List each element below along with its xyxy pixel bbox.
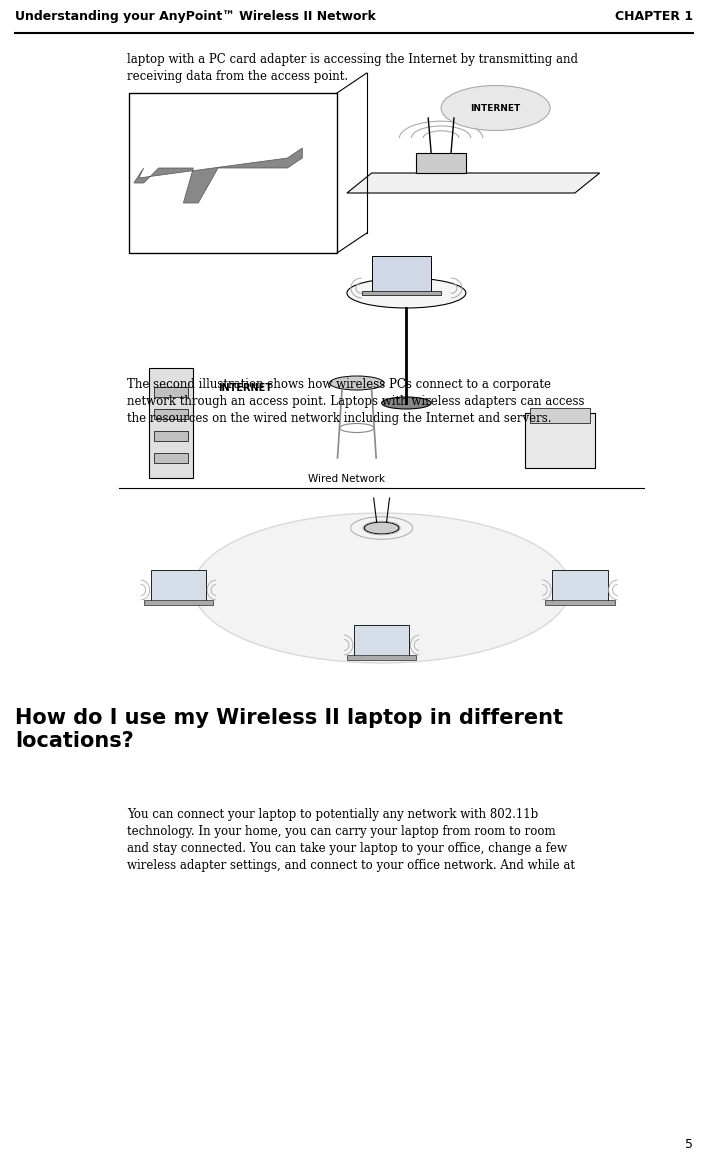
Bar [531, 408, 590, 423]
Text: INTERNET: INTERNET [471, 104, 521, 113]
Ellipse shape [330, 376, 384, 390]
Polygon shape [362, 291, 441, 295]
Polygon shape [134, 148, 302, 204]
Polygon shape [151, 570, 206, 602]
Text: 5: 5 [685, 1139, 693, 1151]
Bar [154, 387, 188, 397]
Polygon shape [347, 655, 416, 659]
Bar [129, 93, 337, 254]
Text: You can connect your laptop to potentially any network with 802.11b
technology. : You can connect your laptop to potential… [127, 808, 575, 872]
Bar [154, 454, 188, 463]
Ellipse shape [364, 522, 399, 534]
Text: INTERNET: INTERNET [218, 383, 272, 393]
Polygon shape [552, 570, 608, 602]
Text: Wired Network: Wired Network [308, 475, 386, 484]
Text: The second illustration shows how wireless PCs connect to a corporate
network th: The second illustration shows how wirele… [127, 378, 584, 424]
Polygon shape [545, 600, 615, 605]
Text: laptop with a PC card adapter is accessing the Internet by transmitting and
rece: laptop with a PC card adapter is accessi… [127, 53, 578, 83]
Bar [154, 431, 188, 441]
Polygon shape [144, 600, 213, 605]
Bar [154, 409, 188, 419]
Bar [416, 154, 466, 173]
Polygon shape [354, 625, 409, 658]
Bar [149, 368, 193, 478]
Bar [526, 413, 595, 468]
Text: CHAPTER 1: CHAPTER 1 [615, 10, 693, 23]
Ellipse shape [193, 513, 570, 663]
Text: Understanding your AnyPoint™ Wireless II Network: Understanding your AnyPoint™ Wireless II… [15, 10, 376, 23]
Text: How do I use my Wireless II laptop in different
locations?: How do I use my Wireless II laptop in di… [15, 708, 563, 751]
Polygon shape [347, 173, 600, 193]
Ellipse shape [381, 397, 431, 409]
Polygon shape [372, 256, 431, 293]
Ellipse shape [441, 86, 550, 130]
Ellipse shape [347, 278, 466, 308]
